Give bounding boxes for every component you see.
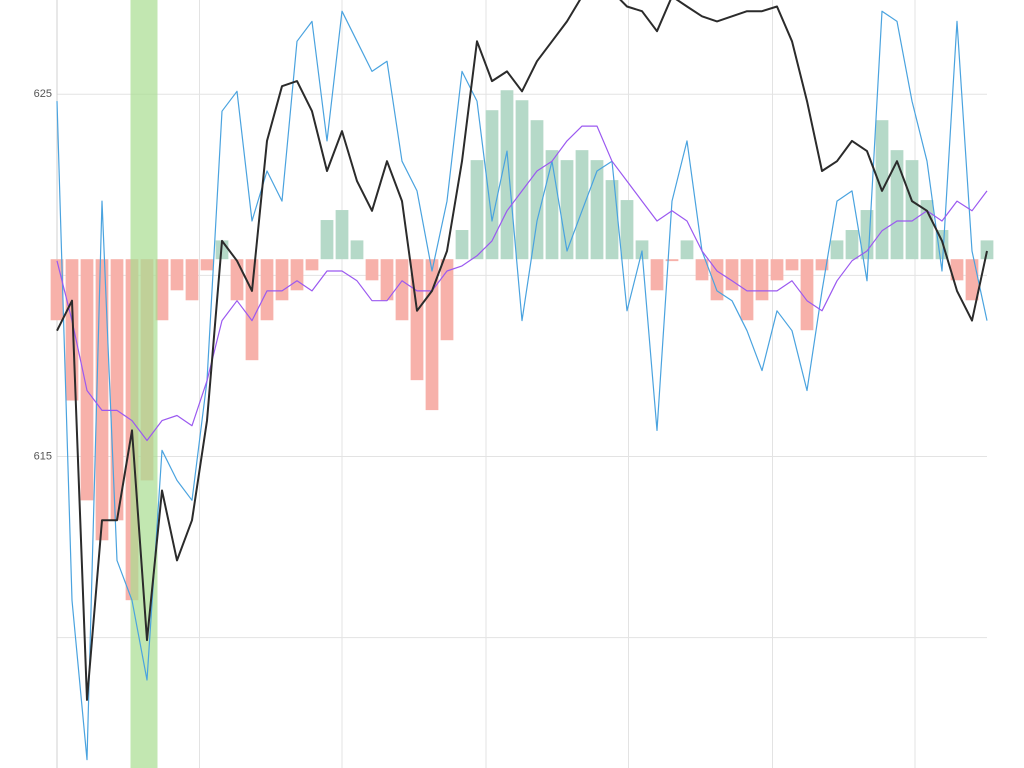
histogram-bar [740,259,754,321]
histogram-bar [245,259,259,361]
histogram-bar [890,150,904,260]
histogram-bar [800,259,814,331]
histogram-bar [515,100,529,260]
histogram-bar [560,160,574,260]
histogram-bar [65,259,79,401]
histogram-bar [980,240,994,260]
histogram-bar [395,259,409,321]
histogram-bar [785,259,799,271]
histogram-bar [155,259,169,321]
line-series [56,10,988,761]
histogram-bar [455,230,469,260]
histogram-bar [365,259,379,281]
histogram-bar [485,110,499,260]
histogram-bar [635,240,649,260]
histogram-bar [290,259,304,291]
histogram-bar [845,230,859,260]
histogram-bar [815,259,829,271]
histogram-bar [335,210,349,260]
histogram-bar [275,259,289,301]
histogram-bar [725,259,739,291]
line-series [56,0,988,701]
y-tick-label: 625 [34,88,52,100]
histogram-bar [950,259,964,281]
histogram-bar [305,259,319,271]
histogram-bar [770,259,784,281]
highlight-band [130,0,158,768]
histogram-bar [80,259,94,501]
histogram-bar [920,200,934,260]
histogram-bar [710,259,724,301]
histogram-bar [665,259,679,262]
histogram-bar [695,259,709,281]
histogram-bar [605,180,619,260]
y-tick-label: 615 [34,450,52,462]
histogram-bar [470,160,484,260]
histogram-bar [185,259,199,301]
histogram-bar [425,259,439,411]
histogram-bar [905,160,919,260]
histogram-bar [545,150,559,260]
histogram-bar [320,220,334,260]
histogram-bar [965,259,979,301]
histogram-bar [620,200,634,260]
histogram-bar [350,240,364,260]
histogram-bar [230,259,244,301]
histogram-bar [380,259,394,301]
histogram-bar [260,259,274,321]
histogram-bar [170,259,184,291]
histogram-bar [440,259,454,341]
histogram-bar [200,259,214,271]
histogram-bar [830,240,844,260]
histogram-bar [530,120,544,260]
histogram-bar [680,240,694,260]
histogram-bar [110,259,124,521]
histogram-bar [575,150,589,260]
histogram-bar [650,259,664,291]
histogram-bar [590,160,604,260]
histogram-bar [755,259,769,301]
